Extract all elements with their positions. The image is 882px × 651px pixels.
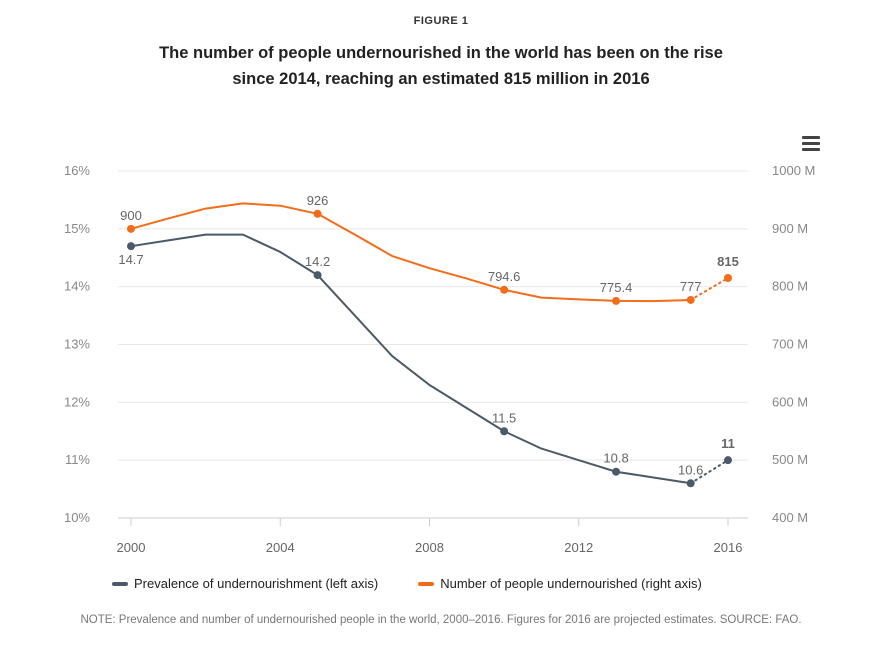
left-axis-tick-label: 14%: [64, 279, 90, 294]
left-axis-tick-label: 13%: [64, 337, 90, 352]
data-point-number: [313, 209, 322, 218]
data-point-number: [612, 296, 621, 305]
left-axis-tick-label: 11%: [65, 452, 90, 467]
data-label-number: 794.6: [488, 269, 521, 284]
x-axis-tick-label: 2000: [117, 540, 146, 555]
data-point-prevalence: [612, 467, 621, 476]
data-point-number: [127, 224, 135, 233]
x-axis-tick-label: 2008: [415, 540, 444, 555]
series-projection-prevalence: [689, 459, 729, 485]
data-label-number: 900: [120, 208, 142, 223]
data-point-prevalence: [686, 479, 695, 488]
data-label-prevalence: 10.6: [678, 462, 703, 477]
data-label-prevalence: 14.2: [305, 254, 330, 269]
x-axis-tick-label: 2004: [266, 540, 295, 555]
x-axis-tick-label: 2012: [564, 540, 593, 555]
data-point-number: [500, 285, 509, 294]
right-axis-tick-label: 600 M: [772, 394, 808, 409]
x-axis-tick-label: 2016: [714, 540, 743, 555]
data-label-number: 815: [717, 254, 739, 269]
data-point-prevalence: [724, 456, 732, 465]
right-axis-tick-label: 500 M: [772, 452, 808, 467]
line-chart: 16% 1000 M 15% 900 M 14% 800 M 13% 700 M 12% 600 …: [64, 163, 815, 555]
chart-title: The number of people undernourished in t…: [0, 40, 882, 92]
right-axis-tick-label: 900 M: [772, 221, 808, 236]
series-line-prevalence: [130, 233, 691, 485]
chart-title-line-1: The number of people undernourished in t…: [159, 44, 723, 62]
left-axis-tick-label: 16%: [64, 163, 90, 178]
series-line-number: [130, 202, 691, 303]
legend-label-prevalence: Prevalence of undernourishment (left axi…: [134, 576, 379, 591]
right-axis-tick-label: 800 M: [772, 279, 808, 294]
left-axis-tick-label: 15%: [64, 221, 90, 236]
data-label-number: 775.4: [600, 280, 633, 295]
data-label-prevalence: 11: [721, 436, 735, 451]
hamburger-menu-icon[interactable]: [800, 136, 822, 154]
legend-label-number: Number of people undernourished (right a…: [440, 576, 702, 591]
chart-legend: Prevalence of undernourishment (left axi…: [112, 576, 742, 591]
legend-item-number[interactable]: Number of people undernourished (right a…: [418, 576, 702, 591]
data-point-prevalence: [500, 427, 509, 436]
data-label-prevalence: 11.5: [492, 410, 516, 425]
right-axis-tick-label: 400 M: [772, 510, 808, 525]
figure-label: FIGURE 1: [413, 15, 469, 27]
chart-title-line-2: since 2014, reaching an estimated 815 mi…: [232, 70, 650, 88]
legend-item-prevalence[interactable]: Prevalence of undernourishment (left axi…: [112, 576, 378, 591]
data-label-number: 926: [307, 193, 329, 208]
data-label-number: 777: [680, 279, 702, 294]
data-point-prevalence: [313, 271, 322, 280]
chart-note: NOTE: Prevalence and number of undernour…: [80, 614, 802, 626]
series-projection-number: [689, 276, 729, 301]
left-axis-tick-label: 10%: [64, 510, 90, 525]
right-axis-tick-label: 1000 M: [772, 163, 815, 178]
legend-swatch-prevalence: [112, 581, 128, 586]
data-point-prevalence: [127, 242, 135, 251]
data-label-prevalence: 10.8: [603, 451, 628, 466]
right-axis-tick-label: 700 M: [772, 337, 808, 352]
data-label-prevalence: 14.7: [118, 252, 143, 267]
left-axis-tick-label: 12%: [64, 394, 90, 409]
legend-swatch-number: [418, 581, 435, 586]
data-point-number: [724, 273, 732, 282]
data-point-number: [686, 295, 695, 304]
